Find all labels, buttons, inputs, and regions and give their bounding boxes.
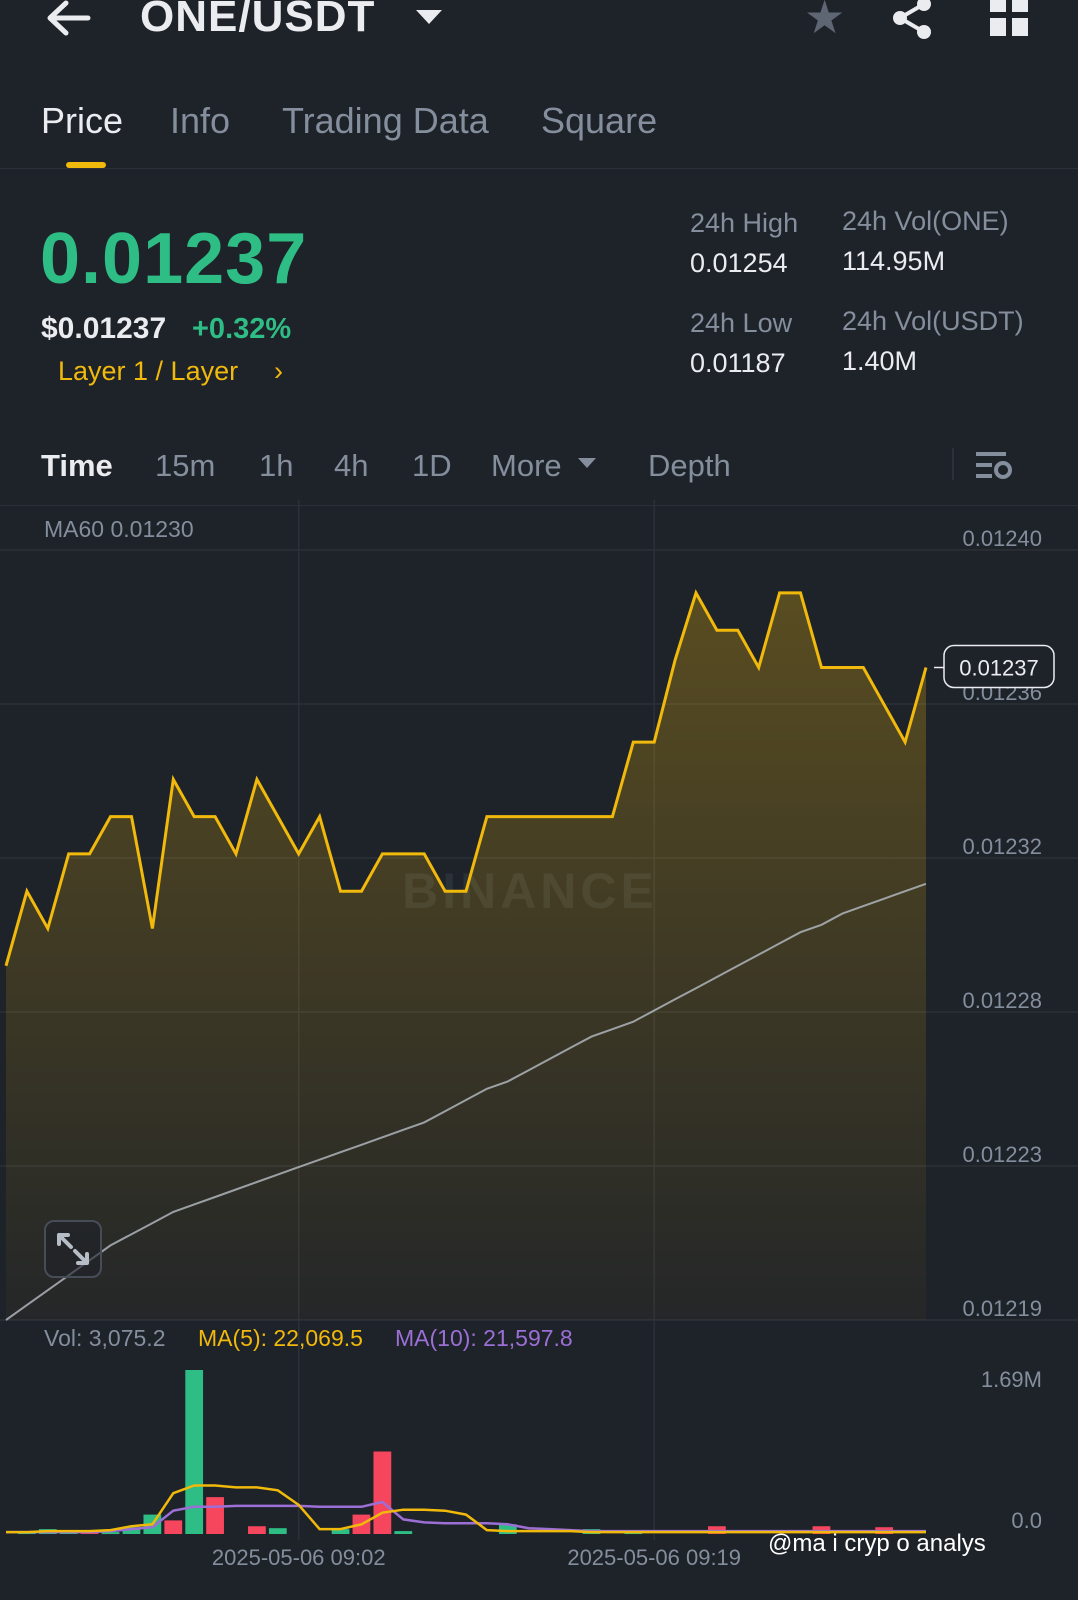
low-value: 0.01187 — [690, 348, 786, 378]
pair-title[interactable]: ONE/USDT — [140, 0, 376, 41]
interval-1h[interactable]: 1h — [259, 448, 294, 483]
price-axis-label: 0.01240 — [962, 526, 1042, 551]
volume-bar — [268, 1528, 287, 1534]
volume-bar — [394, 1531, 413, 1534]
price-axis-label: 0.01232 — [962, 834, 1042, 859]
interval-1d[interactable]: 1D — [412, 448, 452, 483]
time-axis-label: 2025-05-06 09:02 — [212, 1545, 386, 1570]
volume-bar — [498, 1524, 517, 1534]
dropdown-caret-icon[interactable] — [416, 10, 442, 24]
high-label: 24h High — [690, 208, 799, 238]
fullscreen-button[interactable] — [44, 1220, 102, 1278]
share-icon[interactable] — [890, 0, 934, 40]
toolbar-separator — [952, 448, 954, 480]
volume-bar — [164, 1520, 183, 1534]
tab-trading-data[interactable]: Trading Data — [282, 100, 489, 141]
star-icon[interactable]: ★ — [804, 0, 846, 43]
time-axis-label: 2025-05-06 09:19 — [567, 1545, 741, 1570]
volume-axis-label: 0.0 — [1011, 1508, 1042, 1533]
tabs-divider — [0, 168, 1078, 169]
volume-bar — [101, 1532, 120, 1535]
ma60-line — [5, 882, 927, 1321]
volume-bar — [206, 1497, 224, 1534]
sector-tag[interactable]: Layer 1 / Layer — [58, 356, 239, 386]
ma5-legend: MA(5): 22,069.5 — [198, 1325, 363, 1351]
low-label: 24h Low — [690, 308, 793, 338]
grid-menu-icon[interactable] — [990, 0, 1028, 36]
ma10-legend: MA(10): 21,597.8 — [395, 1325, 573, 1351]
vol-quote-value: 1.40M — [842, 346, 918, 376]
current-price-tag — [943, 644, 1055, 689]
price-area-fill — [6, 592, 926, 1320]
current-price-label: 0.01237 — [959, 656, 1039, 681]
back-arrow-icon[interactable] — [44, 0, 94, 40]
user-watermark: @ma i cryp o analys — [768, 1530, 986, 1557]
price-axis-label: 0.01223 — [962, 1142, 1042, 1167]
price-change-percent: +0.32% — [192, 313, 292, 345]
interval-more[interactable]: More — [491, 448, 562, 483]
vol-ma5-line — [6, 1484, 926, 1534]
volume-bar — [331, 1529, 350, 1534]
price-line — [4, 589, 928, 967]
volume-bar — [122, 1527, 141, 1534]
expand-icon — [57, 1233, 89, 1265]
high-value: 0.01254 — [690, 248, 788, 278]
price-axis-label: 0.01219 — [962, 1296, 1042, 1321]
chevron-right-icon[interactable]: › — [274, 356, 283, 386]
vol-base-value: 114.95M — [842, 246, 946, 276]
volume-bar — [248, 1526, 266, 1534]
volume-axis-label: 1.69M — [981, 1367, 1042, 1392]
interval-15m[interactable]: 15m — [155, 448, 216, 483]
tab-info[interactable]: Info — [170, 100, 231, 141]
chart-top-divider — [0, 505, 1078, 506]
vol-base-label: 24h Vol(ONE) — [842, 206, 1009, 236]
volume-bar — [185, 1370, 204, 1534]
interval-4h[interactable]: 4h — [334, 448, 369, 483]
price-chart[interactable]: BINANCE 0.012400.012360.012320.012280.01… — [0, 500, 1078, 1600]
more-caret-icon[interactable] — [578, 458, 596, 468]
tab-price[interactable]: Price — [41, 100, 124, 141]
vol-quote-label: 24h Vol(USDT) — [842, 306, 1024, 336]
usd-price: $0.01237 — [41, 312, 167, 345]
active-tab-indicator — [66, 162, 106, 168]
chart-settings-icon[interactable] — [974, 448, 1014, 484]
top-bar: ONE/USDT ★ — [0, 0, 1078, 60]
ma60-legend: MA60 0.01230 — [44, 516, 194, 542]
interval-time[interactable]: Time — [41, 448, 113, 483]
interval-depth[interactable]: Depth — [648, 448, 731, 483]
last-price: 0.01237 — [40, 219, 308, 299]
vol-legend: Vol: 3,075.2 — [44, 1325, 166, 1351]
tab-square[interactable]: Square — [541, 100, 658, 141]
price-axis-label: 0.01228 — [962, 988, 1042, 1013]
volume-bar — [373, 1451, 392, 1534]
